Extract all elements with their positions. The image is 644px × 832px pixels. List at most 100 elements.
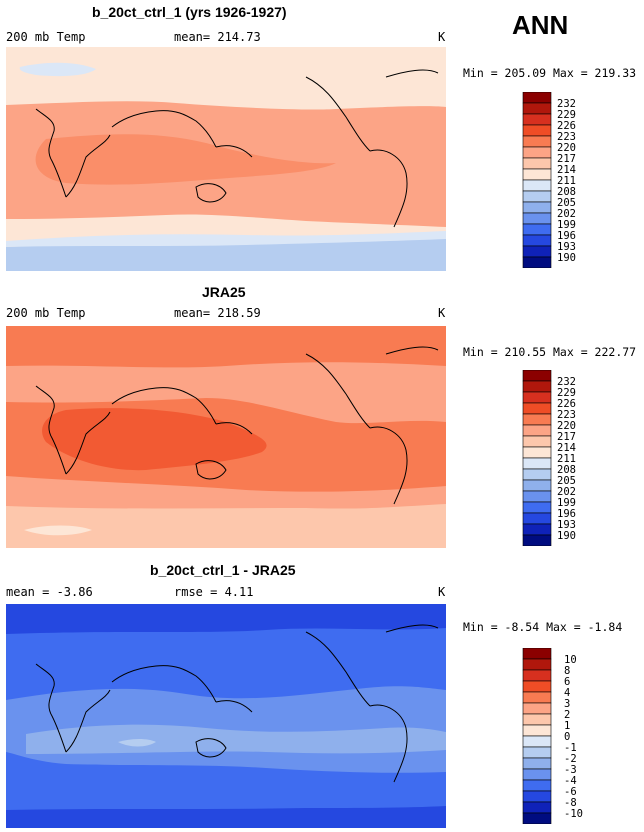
colorbar-label: 8 <box>564 665 571 677</box>
colorbar-label: 211 <box>557 453 576 465</box>
colorbar-box <box>522 102 552 115</box>
pale-spot <box>24 525 92 536</box>
colorbar-label: 193 <box>557 241 576 253</box>
colorbar-label: 196 <box>557 230 576 242</box>
colorbar-label: 4 <box>564 687 571 699</box>
colorbar-label: 202 <box>557 486 576 498</box>
coastline <box>35 346 439 505</box>
coastline <box>35 69 439 228</box>
colorbar-box <box>522 234 552 247</box>
colorbar-box <box>522 391 552 404</box>
colorbar-box <box>522 380 552 393</box>
colorbar-label: 229 <box>557 109 576 121</box>
panel-2-colorbar <box>522 370 552 546</box>
colorbar-label: 232 <box>557 98 576 110</box>
colorbar-box <box>522 179 552 192</box>
colorbar-label: 193 <box>557 519 576 531</box>
colorbar-label: -6 <box>564 786 577 798</box>
panel-1-map <box>6 47 446 271</box>
colorbar-label: 214 <box>557 442 576 454</box>
warmer-core <box>35 134 336 185</box>
colorbar-label: 232 <box>557 376 576 388</box>
colorbar-label: 214 <box>557 164 576 176</box>
panel-3-title: b_20ct_ctrl_1 - JRA25 <box>150 562 296 578</box>
pale-band-south <box>6 504 446 548</box>
colorbar-label: 217 <box>557 431 576 443</box>
panel-2-mean: mean= 218.59 <box>174 306 261 320</box>
colorbar-label: 10 <box>564 654 577 666</box>
colorbar-label: 223 <box>557 409 576 421</box>
panel-2-min-max: Min = 210.55 Max = 222.77 <box>463 345 637 359</box>
colorbar-box <box>522 424 552 437</box>
colorbar-label: 226 <box>557 120 576 132</box>
panel-3-rmse: rmse = 4.11 <box>174 585 254 599</box>
panel-2-map <box>6 326 446 548</box>
colorbar-box <box>522 801 552 814</box>
colorbar-label: 1 <box>564 720 571 732</box>
faint-spot <box>118 739 156 747</box>
colorbar-box <box>522 468 552 481</box>
colorbar-box <box>522 669 552 682</box>
colorbar-label: 208 <box>557 186 576 198</box>
colorbar-box <box>522 157 552 170</box>
panel-2-units: K <box>438 306 446 320</box>
colorbar-box <box>522 201 552 214</box>
colorbar-box <box>522 370 552 382</box>
colorbar-box <box>522 648 552 660</box>
colorbar-box <box>522 680 552 693</box>
colorbar-box <box>522 523 552 536</box>
colorbar-boxes <box>522 648 552 824</box>
colorbar-box <box>522 135 552 148</box>
colorbar-label: 208 <box>557 464 576 476</box>
panel-2-title: JRA25 <box>202 284 246 300</box>
colorbar-box <box>522 812 552 824</box>
colorbar-box <box>522 212 552 225</box>
season-label: ANN <box>512 10 569 40</box>
colorbar-box <box>522 402 552 415</box>
colorbar-label: 2 <box>564 709 571 721</box>
cold-patch-north <box>19 62 97 77</box>
cold-strip-south <box>6 231 446 247</box>
colorbar-label: -2 <box>564 753 577 765</box>
colorbar-box <box>522 457 552 470</box>
colorbar-boxes <box>522 92 552 268</box>
colorbar-label: 190 <box>557 252 576 264</box>
panel-3-mean: mean = -3.86 <box>6 585 93 599</box>
colorbar-box <box>522 779 552 792</box>
colorbar-box <box>522 435 552 448</box>
panel-2-variable: 200 mb Temp <box>6 306 86 320</box>
panel-3-units: K <box>438 585 446 599</box>
colorbar-label: 202 <box>557 208 576 220</box>
panel-1-colorbar <box>522 92 552 268</box>
colorbar-label: 205 <box>557 475 576 487</box>
colorbar-box <box>522 479 552 492</box>
colorbar-label: 220 <box>557 142 576 154</box>
colorbar-label: 190 <box>557 530 576 542</box>
colorbar-box <box>522 256 552 268</box>
light-band <box>26 724 446 754</box>
colorbar-box <box>522 168 552 181</box>
colorbar-box <box>522 413 552 426</box>
colorbar-box <box>522 713 552 726</box>
colorbar-box <box>522 790 552 803</box>
colorbar-box <box>522 757 552 770</box>
colorbar-label: 226 <box>557 398 576 410</box>
colorbar-box <box>522 124 552 137</box>
colorbar-label: -4 <box>564 775 577 787</box>
deep-band-south <box>6 806 446 828</box>
colorbar-label: 220 <box>557 420 576 432</box>
colorbar-label: 211 <box>557 175 576 187</box>
colorbar-label: 196 <box>557 508 576 520</box>
panel-1-units: K <box>438 30 446 44</box>
panel-3-colorbar <box>522 648 552 824</box>
colorbar-box <box>522 146 552 159</box>
colorbar-box <box>522 691 552 704</box>
colorbar-label: -3 <box>564 764 577 776</box>
panel-1-mean: mean= 214.73 <box>174 30 261 44</box>
colorbar-box <box>522 92 552 104</box>
coastline <box>35 624 439 783</box>
panel-3-map <box>6 604 446 828</box>
panel-3-min-max: Min = -8.54 Max = -1.84 <box>463 620 623 634</box>
colorbar-boxes <box>522 370 552 546</box>
colorbar-box <box>522 501 552 514</box>
